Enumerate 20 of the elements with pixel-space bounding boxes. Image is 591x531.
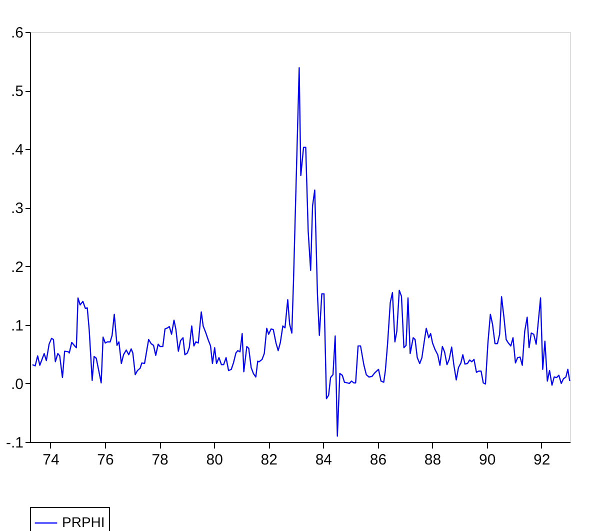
x-tick-label: 82 — [260, 452, 278, 468]
y-tick-label: .3 — [10, 200, 24, 218]
y-tick-label: .4 — [10, 142, 24, 159]
x-tick-label: 80 — [206, 452, 223, 468]
x-tick-label: 86 — [370, 452, 387, 468]
y-tick-label: .6 — [10, 24, 24, 42]
x-tick-label: 76 — [97, 452, 114, 468]
y-tick-label: .2 — [10, 258, 24, 276]
x-tick-label: 88 — [424, 452, 442, 468]
legend-label: PRPHI — [62, 514, 105, 530]
x-tick-label: 84 — [315, 452, 332, 468]
y-tick-label: .0 — [10, 376, 24, 393]
x-tick-label: 92 — [534, 452, 550, 468]
x-tick-label: 74 — [42, 452, 60, 468]
y-tick-label: -.1 — [6, 434, 24, 452]
y-tick-label: .1 — [10, 317, 24, 334]
x-tick-label: 78 — [152, 452, 168, 468]
x-tick-label: 90 — [478, 452, 496, 468]
y-tick-label: .5 — [10, 83, 24, 100]
line-series — [32, 67, 570, 437]
